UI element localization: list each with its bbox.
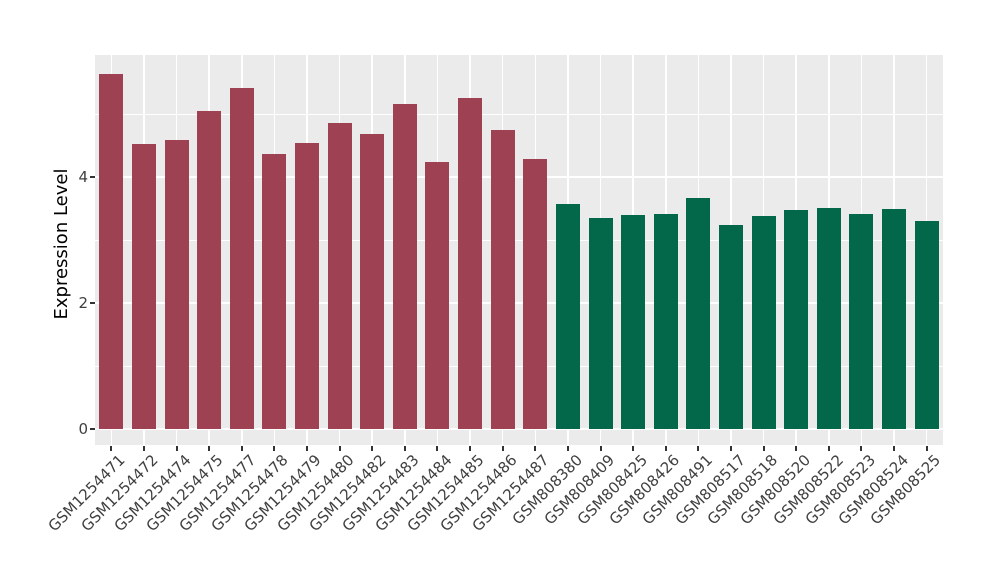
- x-tick-mark: [403, 446, 406, 451]
- y-tick-label-0: 0: [78, 420, 88, 438]
- x-tick-mark: [110, 446, 113, 451]
- bar-GSM808522: [816, 208, 841, 429]
- x-tick-mark: [534, 446, 537, 451]
- x-tick-mark: [208, 446, 211, 451]
- x-tick-mark: [371, 446, 374, 451]
- x-tick-mark: [762, 446, 765, 451]
- x-tick-mark: [306, 446, 308, 451]
- x-tick-mark: [501, 446, 504, 451]
- bar-GSM808426: [653, 213, 678, 429]
- x-tick-mark: [599, 446, 602, 451]
- bar-GSM808380: [555, 203, 580, 429]
- minor-gridline-y1: [95, 365, 943, 367]
- x-tick-mark: [827, 446, 830, 451]
- x-tick-mark: [795, 446, 798, 451]
- bar-GSM808517: [719, 224, 743, 429]
- bar-GSM1254472: [131, 144, 156, 429]
- y-tick-label-4: 4: [78, 168, 88, 187]
- plot-panel: [95, 55, 943, 445]
- y-axis-title: Expression Level: [51, 168, 72, 320]
- x-tick-mark: [632, 446, 635, 451]
- bar-GSM808518: [751, 216, 776, 429]
- bar-GSM808523: [849, 213, 874, 429]
- bar-GSM1254474: [164, 140, 189, 429]
- x-tick-mark: [142, 446, 145, 451]
- x-tick-mark: [730, 446, 732, 451]
- bar-GSM808409: [588, 217, 613, 429]
- bar-GSM808520: [784, 210, 809, 429]
- bar-GSM808491: [686, 197, 711, 429]
- x-tick-mark: [338, 446, 341, 451]
- bar-GSM1254487: [523, 158, 548, 429]
- major-gridline-y4: [95, 176, 943, 179]
- x-tick-mark: [664, 446, 667, 451]
- x-tick-mark: [893, 446, 896, 451]
- minor-gridline-y5: [95, 114, 943, 115]
- x-tick-mark: [925, 446, 928, 451]
- x-tick-mark: [175, 446, 178, 451]
- bar-GSM1254471: [99, 74, 124, 429]
- bar-GSM1254480: [327, 122, 352, 429]
- x-tick-mark: [436, 446, 439, 451]
- x-tick-mark: [273, 446, 276, 451]
- x-tick-mark: [240, 446, 243, 451]
- bar-GSM1254483: [392, 104, 417, 429]
- bar-GSM1254478: [262, 154, 287, 429]
- x-tick-mark: [566, 446, 569, 451]
- bar-GSM1254486: [490, 130, 515, 429]
- bar-GSM808524: [882, 209, 907, 429]
- bar-GSM1254479: [295, 143, 319, 429]
- bar-GSM808525: [914, 220, 939, 429]
- y-tick-label-2: 2: [78, 294, 88, 313]
- bar-GSM1254482: [360, 133, 385, 429]
- major-gridline-y2: [95, 302, 943, 305]
- bar-GSM1254477: [229, 88, 254, 429]
- y-tick-mark-4: [90, 176, 95, 179]
- x-tick-mark: [860, 446, 863, 451]
- x-tick-mark: [469, 446, 472, 451]
- major-gridline-y0: [95, 428, 943, 430]
- bar-GSM1254485: [458, 97, 483, 429]
- bar-GSM1254475: [197, 111, 222, 429]
- x-tick-mark: [697, 446, 700, 451]
- minor-gridline-y3: [95, 239, 943, 241]
- y-tick-mark-2: [90, 302, 95, 305]
- bar-GSM1254484: [425, 162, 450, 429]
- y-tick-mark-0: [90, 428, 95, 430]
- bar-GSM808425: [621, 214, 646, 429]
